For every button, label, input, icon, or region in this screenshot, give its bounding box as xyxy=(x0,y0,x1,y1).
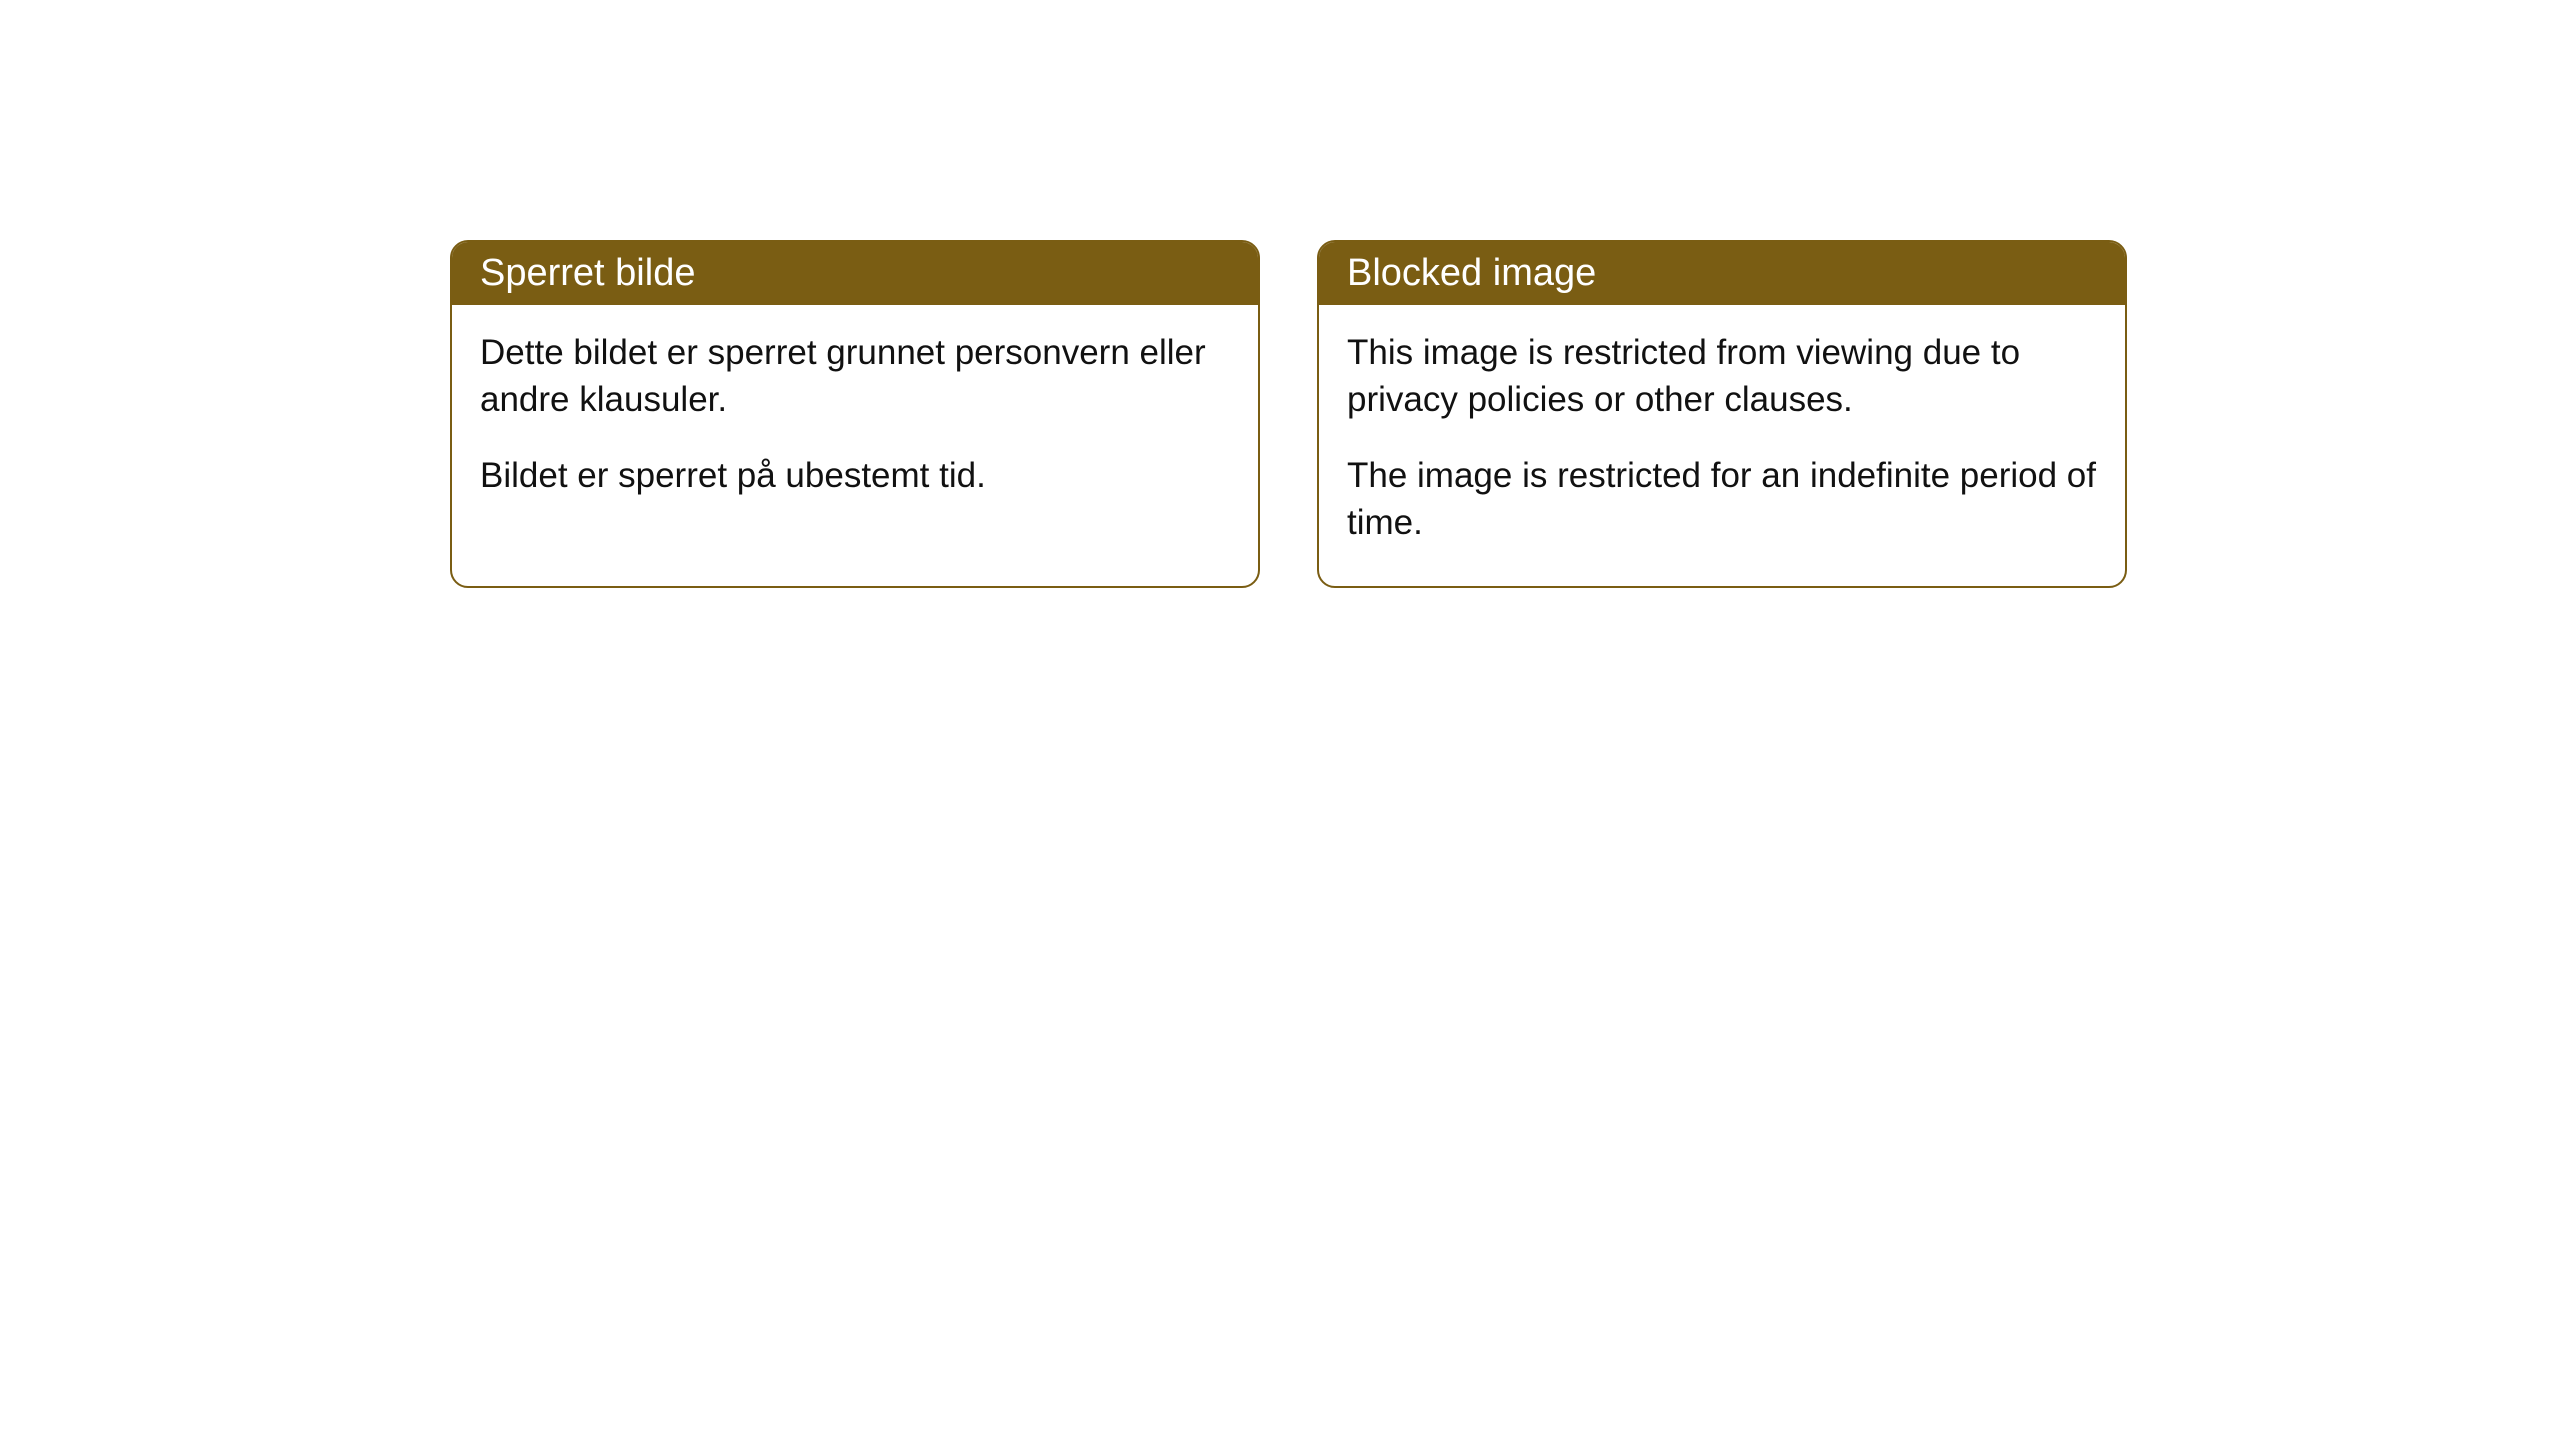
notice-cards-container: Sperret bilde Dette bildet er sperret gr… xyxy=(450,240,2127,588)
card-header: Blocked image xyxy=(1319,242,2125,305)
card-header: Sperret bilde xyxy=(452,242,1258,305)
card-paragraph: Bildet er sperret på ubestemt tid. xyxy=(480,452,1230,499)
card-body: This image is restricted from viewing du… xyxy=(1319,305,2125,586)
card-paragraph: This image is restricted from viewing du… xyxy=(1347,329,2097,424)
notice-card-norwegian: Sperret bilde Dette bildet er sperret gr… xyxy=(450,240,1260,588)
card-body: Dette bildet er sperret grunnet personve… xyxy=(452,305,1258,539)
card-paragraph: Dette bildet er sperret grunnet personve… xyxy=(480,329,1230,424)
notice-card-english: Blocked image This image is restricted f… xyxy=(1317,240,2127,588)
card-paragraph: The image is restricted for an indefinit… xyxy=(1347,452,2097,547)
